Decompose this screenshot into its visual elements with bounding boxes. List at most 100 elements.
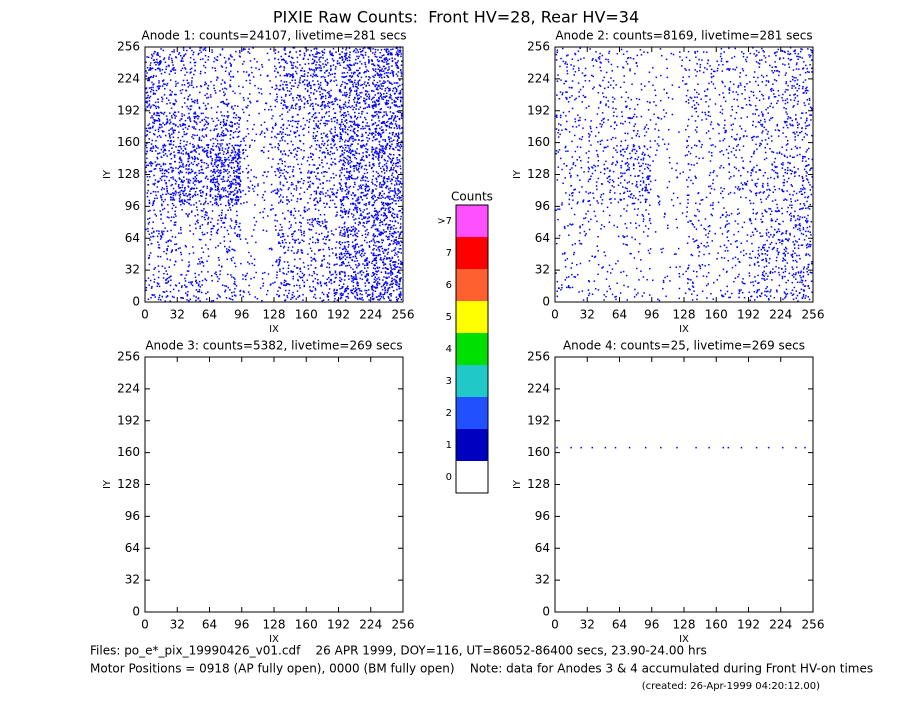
- count-dot: [326, 171, 328, 174]
- count-dot: [223, 161, 226, 164]
- count-dot: [205, 292, 207, 295]
- count-dot: [279, 188, 282, 190]
- count-dot: [354, 124, 357, 126]
- count-dot: [315, 143, 318, 146]
- count-dot: [234, 221, 237, 223]
- count-dot: [361, 111, 363, 113]
- count-dot: [175, 285, 178, 287]
- count-dot: [346, 106, 349, 109]
- count-dot: [329, 150, 332, 153]
- count-dot: [197, 263, 199, 265]
- count-dot: [170, 193, 172, 196]
- count-dot: [187, 82, 190, 84]
- count-dot: [361, 248, 364, 250]
- count-dot: [155, 107, 158, 110]
- count-dot: [161, 112, 163, 114]
- count-dot: [228, 248, 230, 251]
- count-dot: [211, 210, 214, 212]
- count-dot: [172, 187, 175, 190]
- count-dot: [182, 166, 185, 168]
- count-dot: [397, 256, 399, 258]
- count-dot: [397, 192, 400, 195]
- count-dot: [341, 188, 344, 190]
- count-dot: [379, 258, 381, 261]
- count-dot: [227, 176, 230, 179]
- count-dot: [175, 100, 178, 103]
- count-dot: [262, 174, 264, 177]
- count-dot: [390, 274, 392, 276]
- count-dot: [316, 200, 318, 203]
- count-dot: [371, 151, 373, 153]
- count-dot: [245, 167, 248, 170]
- count-dot: [228, 297, 231, 300]
- count-dot: [214, 172, 216, 174]
- count-dot: [381, 88, 383, 90]
- count-dot: [293, 252, 295, 254]
- count-dot: [353, 122, 356, 124]
- count-dot: [169, 300, 171, 302]
- count-dot: [174, 183, 177, 185]
- count-dot: [388, 209, 390, 212]
- count-dot: [335, 196, 338, 198]
- count-dot: [178, 198, 181, 200]
- count-dot: [248, 284, 250, 287]
- count-dot: [348, 88, 351, 91]
- count-dot: [362, 250, 364, 253]
- count-dot: [307, 156, 310, 159]
- count-dot: [172, 176, 174, 178]
- count-dot: [329, 195, 331, 197]
- count-dot: [166, 102, 168, 105]
- count-dot: [353, 247, 355, 249]
- count-dot: [301, 272, 304, 275]
- count-dot: [254, 296, 256, 298]
- count-dot: [175, 85, 177, 87]
- count-dot: [247, 104, 249, 107]
- count-dot: [333, 98, 336, 100]
- count-dot: [360, 96, 362, 98]
- count-dot: [179, 123, 181, 126]
- count-dot: [148, 233, 151, 236]
- count-dot: [345, 182, 348, 184]
- count-dot: [303, 211, 306, 213]
- count-dot: [293, 207, 296, 210]
- count-dot: [197, 297, 200, 299]
- count-dot: [235, 117, 237, 119]
- count-dot: [251, 235, 253, 237]
- count-dot: [238, 156, 240, 158]
- count-dot: [324, 206, 326, 208]
- count-dot: [397, 139, 399, 141]
- count-dot: [322, 182, 324, 184]
- count-dot: [257, 183, 259, 185]
- count-dot: [177, 185, 180, 188]
- count-dot: [199, 91, 201, 94]
- count-dot: [219, 143, 221, 145]
- count-dot: [173, 296, 175, 299]
- count-dot: [382, 267, 384, 270]
- count-dot: [326, 180, 328, 182]
- count-dot: [224, 87, 226, 89]
- count-dot: [335, 174, 337, 177]
- count-dot: [343, 275, 346, 278]
- count-dot: [367, 266, 369, 269]
- count-dot: [365, 259, 368, 262]
- count-dot: [218, 170, 221, 172]
- count-dot: [395, 90, 398, 93]
- count-dot: [376, 124, 378, 127]
- count-dot: [177, 149, 179, 152]
- count-dot: [386, 166, 388, 168]
- count-dot: [226, 105, 229, 107]
- count-dot: [188, 299, 190, 302]
- count-dot: [268, 108, 270, 111]
- count-dot: [181, 181, 184, 183]
- count-dot: [374, 195, 376, 198]
- count-dot: [361, 234, 364, 237]
- count-dot: [191, 84, 193, 86]
- count-dot: [186, 270, 189, 272]
- count-dot: [300, 100, 303, 102]
- count-dot: [391, 272, 394, 274]
- count-dot: [159, 85, 161, 88]
- count-dot: [223, 226, 226, 229]
- count-dot: [196, 115, 199, 117]
- count-dot: [209, 139, 212, 141]
- count-dot: [179, 201, 181, 203]
